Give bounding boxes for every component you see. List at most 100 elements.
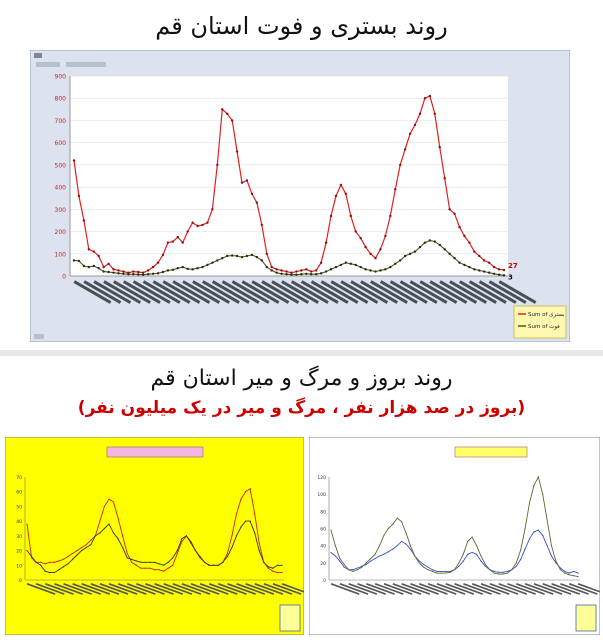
data-point	[310, 270, 313, 273]
legend	[279, 604, 301, 632]
data-point	[392, 523, 394, 525]
data-point	[339, 183, 343, 187]
x-tick-label-mark	[370, 280, 408, 304]
data-point	[211, 261, 214, 264]
x-tick-label-mark	[192, 280, 230, 304]
data-point	[249, 520, 251, 522]
data-point	[369, 269, 372, 272]
data-point	[263, 561, 265, 563]
data-point	[480, 555, 482, 557]
data-point	[428, 94, 432, 98]
data-point	[339, 263, 343, 267]
x-tick-label-mark	[410, 583, 439, 595]
x-tick-label-mark	[113, 280, 151, 304]
data-point	[122, 535, 124, 537]
data-point	[231, 535, 233, 537]
data-point	[448, 208, 451, 211]
data-point	[254, 513, 256, 515]
data-point	[190, 541, 192, 543]
data-point	[112, 271, 115, 274]
x-tick-label-mark	[383, 583, 413, 595]
data-point	[475, 553, 478, 555]
x-tick-label-mark	[401, 583, 431, 595]
x-tick-label-mark	[498, 583, 528, 595]
x-tick-label-mark	[436, 583, 466, 595]
data-point	[378, 555, 381, 557]
data-point	[270, 269, 273, 272]
data-point	[99, 532, 101, 534]
data-point	[348, 569, 350, 571]
data-point	[191, 221, 194, 224]
x-tick-label-mark	[507, 583, 536, 595]
data-point	[206, 263, 209, 267]
data-point	[35, 561, 37, 563]
y-tick-label: 100	[317, 492, 326, 498]
x-tick-label-mark	[172, 280, 211, 304]
data-point	[339, 560, 341, 562]
data-point	[468, 241, 471, 244]
data-point	[423, 566, 425, 568]
data-point	[117, 517, 119, 519]
data-point	[443, 248, 446, 251]
data-point	[564, 570, 566, 573]
x-tick-label-mark	[551, 583, 581, 595]
data-point	[502, 268, 506, 272]
data-point	[276, 564, 279, 566]
data-point	[370, 557, 372, 560]
data-point	[453, 212, 456, 215]
data-point	[413, 250, 417, 253]
data-point	[26, 523, 28, 525]
data-point	[58, 560, 60, 562]
x-tick-label-mark	[208, 583, 238, 595]
x-tick-label-mark	[202, 280, 240, 304]
x-tick-label-mark	[409, 280, 448, 304]
data-point	[427, 569, 429, 571]
chart-incidence-right: 0 20 40 60 80 100 120	[309, 437, 600, 635]
data-point	[418, 245, 422, 249]
data-point	[176, 552, 178, 555]
data-point	[221, 108, 224, 111]
data-point	[379, 248, 382, 251]
data-point	[230, 254, 234, 257]
data-point	[272, 567, 274, 569]
chart-frame	[5, 437, 304, 635]
data-point	[361, 566, 363, 568]
x-tick-label-mark	[73, 280, 112, 304]
data-point	[528, 538, 531, 540]
x-tick-label-mark	[281, 280, 319, 304]
data-point	[153, 569, 156, 571]
data-point	[396, 517, 398, 519]
data-point	[181, 541, 183, 543]
x-tick-label-mark	[310, 280, 349, 304]
x-tick-label-mark	[122, 280, 161, 304]
data-point	[280, 269, 283, 272]
data-point	[137, 270, 140, 274]
data-point	[483, 259, 486, 262]
data-point	[489, 569, 491, 571]
data-point	[374, 270, 377, 273]
data-point	[394, 188, 397, 191]
x-tick-label-mark	[211, 280, 250, 304]
x-tick-label-mark	[498, 280, 537, 304]
data-point	[285, 270, 288, 273]
data-point	[235, 150, 239, 153]
data-point	[478, 269, 481, 272]
x-tick-label-mark	[218, 583, 247, 595]
data-point	[502, 274, 506, 277]
page-subtitle-bottom: (بروز در صد هزار نفر ، مرگ و میر در یک م…	[77, 398, 526, 418]
x-tick-label-mark	[162, 280, 201, 304]
data-point	[436, 572, 438, 574]
data-point	[389, 265, 392, 269]
series-line	[73, 239, 505, 276]
x-tick-label-mark	[54, 583, 83, 595]
x-tick-label-mark	[83, 280, 122, 304]
data-point	[156, 272, 160, 275]
y-tick-label: 60	[320, 527, 326, 533]
x-tick-label-mark	[445, 583, 475, 595]
data-point	[186, 230, 189, 233]
data-point	[374, 557, 376, 560]
data-point	[497, 273, 501, 276]
data-point	[458, 261, 461, 264]
data-point	[498, 571, 500, 573]
x-tick-label-mark	[181, 583, 211, 595]
